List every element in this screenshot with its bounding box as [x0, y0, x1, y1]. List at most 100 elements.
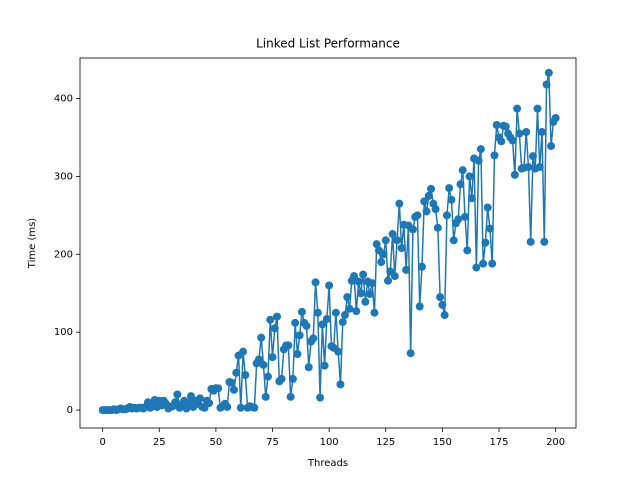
point	[261, 392, 270, 401]
point	[334, 347, 343, 356]
x-tick-label: 0	[99, 437, 105, 448]
point	[540, 237, 549, 246]
point	[420, 197, 429, 206]
point	[304, 363, 313, 372]
point	[293, 350, 302, 358]
point	[350, 272, 359, 281]
point	[465, 172, 474, 181]
point	[524, 163, 533, 172]
point	[510, 170, 519, 179]
point	[526, 237, 535, 246]
point	[230, 385, 239, 394]
point	[538, 128, 547, 136]
point	[427, 184, 436, 193]
point	[173, 390, 182, 399]
point	[440, 311, 449, 320]
point	[316, 393, 325, 402]
point	[365, 290, 374, 299]
y-tick-label: 0	[67, 405, 73, 416]
point	[528, 152, 537, 161]
point	[205, 399, 214, 408]
point	[257, 333, 266, 342]
point	[322, 314, 331, 323]
point	[295, 331, 304, 340]
point	[547, 142, 556, 151]
point	[288, 374, 297, 383]
point	[318, 320, 327, 329]
x-tick-label: 75	[266, 437, 279, 448]
point	[463, 246, 472, 255]
point	[542, 80, 551, 89]
point	[223, 402, 232, 411]
point	[270, 324, 279, 333]
point	[388, 230, 397, 239]
point	[458, 166, 467, 175]
point	[522, 128, 531, 136]
point	[379, 250, 388, 259]
x-tick-label: 100	[320, 437, 339, 448]
point	[196, 394, 205, 403]
point	[501, 122, 510, 131]
point	[227, 378, 236, 387]
point	[485, 224, 494, 233]
point	[259, 360, 268, 369]
point	[356, 289, 365, 298]
point	[171, 398, 180, 407]
point	[325, 281, 334, 290]
point	[284, 341, 293, 350]
point	[483, 203, 492, 212]
point	[442, 211, 451, 220]
point	[467, 194, 476, 203]
point	[488, 259, 497, 268]
point	[368, 279, 377, 288]
x-tick-label: 125	[376, 437, 395, 448]
point	[424, 191, 433, 200]
point	[544, 68, 553, 77]
point	[433, 223, 442, 232]
point	[338, 318, 347, 327]
point	[297, 307, 306, 316]
point	[254, 355, 263, 364]
point	[454, 215, 463, 224]
point	[354, 277, 363, 286]
point	[311, 278, 320, 287]
point	[250, 403, 259, 412]
plot-frame	[79, 57, 577, 429]
y-tick-label: 100	[54, 327, 73, 338]
point	[359, 270, 368, 279]
point	[513, 104, 522, 113]
x-tick-label: 150	[433, 437, 452, 448]
y-tick-label: 300	[54, 171, 73, 182]
y-axis-label: Time (ms)	[27, 218, 38, 270]
point	[263, 372, 272, 381]
point	[461, 212, 470, 221]
point	[395, 199, 404, 208]
point	[393, 236, 402, 245]
point	[497, 137, 506, 146]
point	[236, 403, 245, 412]
y-tick-label: 200	[54, 249, 73, 260]
point	[533, 104, 542, 113]
point	[266, 315, 275, 324]
point	[535, 163, 544, 172]
y-tick-label: 400	[54, 94, 73, 105]
point	[408, 225, 417, 234]
point	[384, 276, 393, 285]
point	[345, 304, 354, 313]
point	[447, 195, 456, 204]
point	[239, 347, 248, 356]
point	[381, 236, 390, 245]
point	[474, 156, 483, 165]
point	[352, 307, 361, 316]
point	[508, 136, 517, 145]
point	[436, 293, 445, 302]
x-tick-label: 175	[489, 437, 508, 448]
point	[340, 311, 349, 320]
point	[472, 263, 481, 272]
x-tick-label: 200	[546, 437, 565, 448]
point	[336, 380, 345, 389]
point	[492, 120, 501, 129]
point	[406, 349, 415, 358]
